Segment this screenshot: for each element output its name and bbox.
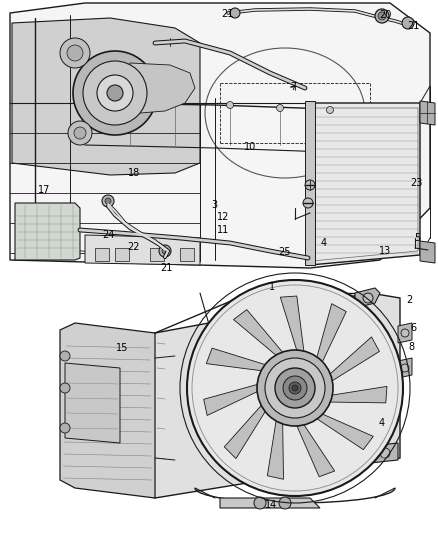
Circle shape bbox=[68, 121, 92, 145]
Text: 25: 25 bbox=[279, 247, 291, 257]
Circle shape bbox=[162, 248, 168, 254]
Text: 14: 14 bbox=[265, 500, 278, 510]
Circle shape bbox=[127, 98, 134, 104]
Text: 7: 7 bbox=[290, 83, 297, 92]
Circle shape bbox=[275, 368, 315, 408]
Polygon shape bbox=[305, 101, 315, 265]
Polygon shape bbox=[204, 379, 275, 415]
Text: 2: 2 bbox=[406, 295, 413, 305]
Polygon shape bbox=[10, 3, 430, 268]
Text: 21: 21 bbox=[222, 10, 234, 19]
Text: 17: 17 bbox=[38, 185, 50, 195]
Text: 8: 8 bbox=[409, 342, 415, 352]
Circle shape bbox=[283, 376, 307, 400]
Circle shape bbox=[60, 383, 70, 393]
Polygon shape bbox=[233, 310, 294, 367]
Polygon shape bbox=[206, 348, 283, 373]
Circle shape bbox=[402, 17, 414, 29]
Circle shape bbox=[172, 100, 179, 107]
Circle shape bbox=[83, 61, 147, 125]
Text: 12: 12 bbox=[217, 212, 230, 222]
Polygon shape bbox=[312, 386, 387, 403]
Circle shape bbox=[380, 448, 390, 458]
Circle shape bbox=[159, 245, 171, 257]
Circle shape bbox=[262, 302, 272, 312]
Circle shape bbox=[363, 293, 373, 303]
Circle shape bbox=[254, 497, 266, 509]
Polygon shape bbox=[267, 403, 283, 479]
Circle shape bbox=[230, 8, 240, 18]
Text: 22: 22 bbox=[127, 242, 140, 252]
Circle shape bbox=[303, 198, 313, 208]
Polygon shape bbox=[370, 443, 398, 463]
Circle shape bbox=[60, 423, 70, 433]
Circle shape bbox=[97, 75, 133, 111]
Polygon shape bbox=[150, 248, 164, 261]
Polygon shape bbox=[95, 248, 109, 261]
Circle shape bbox=[187, 280, 403, 496]
Polygon shape bbox=[398, 323, 412, 343]
Polygon shape bbox=[180, 248, 194, 261]
Circle shape bbox=[279, 497, 291, 509]
Polygon shape bbox=[65, 363, 120, 443]
Text: 21: 21 bbox=[408, 21, 420, 31]
Circle shape bbox=[289, 382, 301, 394]
Circle shape bbox=[276, 104, 283, 111]
Circle shape bbox=[292, 385, 298, 391]
Text: 3: 3 bbox=[212, 200, 218, 209]
Polygon shape bbox=[420, 101, 435, 125]
Circle shape bbox=[60, 351, 70, 361]
Circle shape bbox=[102, 195, 114, 207]
Text: 18: 18 bbox=[127, 168, 140, 178]
Text: 1: 1 bbox=[268, 282, 275, 292]
Polygon shape bbox=[140, 293, 400, 498]
Polygon shape bbox=[398, 358, 412, 378]
Circle shape bbox=[265, 358, 325, 418]
Text: 20: 20 bbox=[379, 10, 392, 20]
Circle shape bbox=[74, 127, 86, 139]
Polygon shape bbox=[420, 241, 435, 263]
Polygon shape bbox=[310, 103, 420, 265]
Polygon shape bbox=[15, 203, 80, 260]
Polygon shape bbox=[85, 235, 200, 265]
Text: 15: 15 bbox=[116, 343, 128, 352]
Polygon shape bbox=[312, 304, 346, 378]
Text: 5: 5 bbox=[414, 233, 420, 243]
Text: 6: 6 bbox=[411, 323, 417, 333]
Text: 11: 11 bbox=[217, 225, 230, 235]
Text: 4: 4 bbox=[321, 238, 327, 247]
Text: 23: 23 bbox=[410, 178, 422, 188]
Text: 4: 4 bbox=[379, 418, 385, 428]
Polygon shape bbox=[355, 288, 380, 308]
Polygon shape bbox=[290, 409, 335, 477]
Circle shape bbox=[92, 98, 99, 104]
Text: 21: 21 bbox=[160, 263, 173, 273]
Circle shape bbox=[375, 9, 389, 23]
Circle shape bbox=[305, 180, 315, 190]
Polygon shape bbox=[220, 498, 320, 508]
Circle shape bbox=[257, 350, 333, 426]
Circle shape bbox=[107, 85, 123, 101]
Text: 10: 10 bbox=[244, 142, 256, 151]
Circle shape bbox=[105, 198, 111, 204]
Circle shape bbox=[60, 38, 90, 68]
Circle shape bbox=[73, 51, 157, 135]
Text: 13: 13 bbox=[379, 246, 392, 255]
Polygon shape bbox=[60, 323, 155, 498]
Polygon shape bbox=[280, 296, 306, 369]
Polygon shape bbox=[302, 407, 373, 450]
Polygon shape bbox=[317, 337, 379, 390]
Polygon shape bbox=[12, 18, 200, 175]
Circle shape bbox=[401, 364, 409, 372]
Circle shape bbox=[226, 101, 233, 109]
Text: 24: 24 bbox=[102, 230, 115, 239]
Circle shape bbox=[401, 329, 409, 337]
Polygon shape bbox=[224, 392, 275, 458]
Polygon shape bbox=[115, 248, 129, 261]
Circle shape bbox=[378, 12, 386, 20]
Circle shape bbox=[67, 45, 83, 61]
Circle shape bbox=[326, 107, 333, 114]
Polygon shape bbox=[125, 63, 195, 113]
